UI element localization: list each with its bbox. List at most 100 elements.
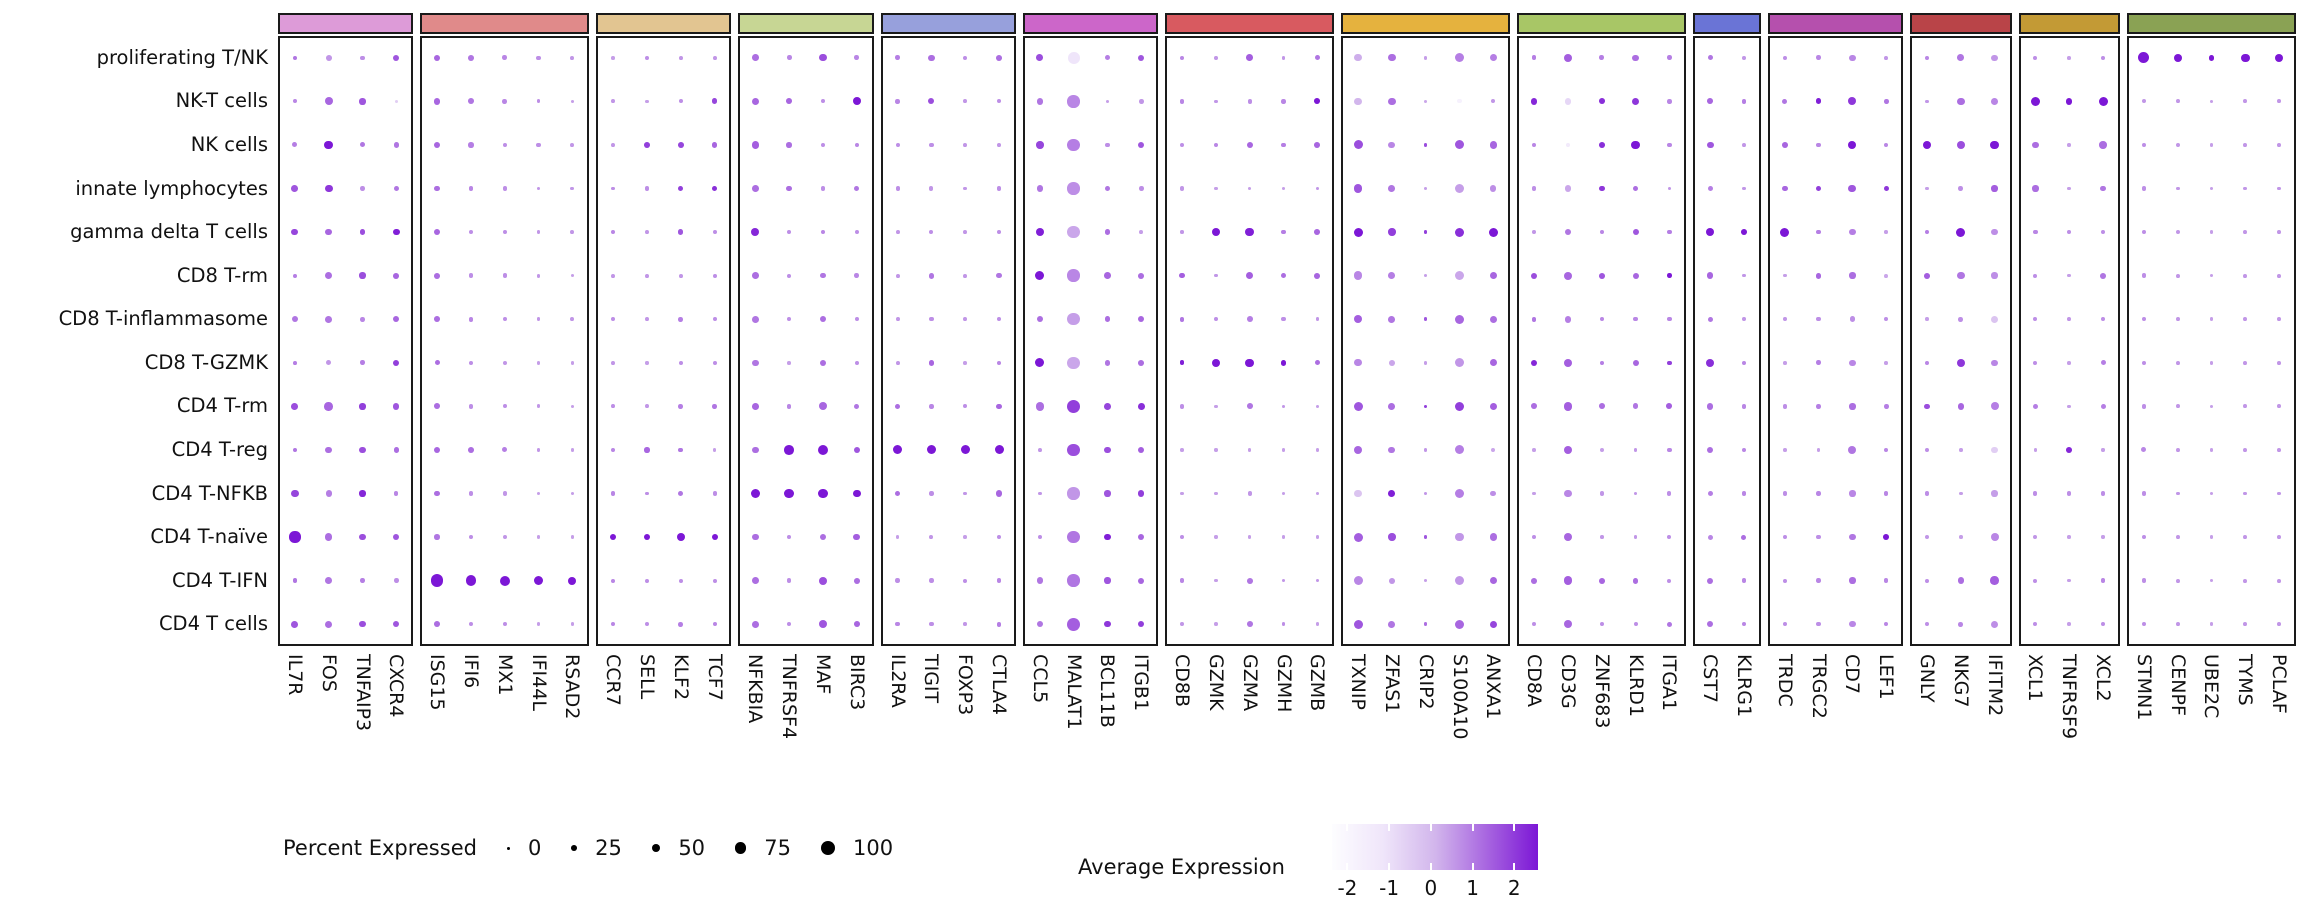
dot (433, 54, 441, 61)
dot (1138, 359, 1145, 366)
dot (324, 140, 333, 150)
panel-header (1693, 13, 1761, 34)
dot (1423, 404, 1428, 409)
dot (1666, 403, 1673, 410)
dot (1563, 358, 1573, 368)
dot (1883, 404, 1889, 409)
dot (1632, 272, 1639, 279)
dot (1957, 97, 1965, 106)
dot (1667, 273, 1672, 278)
dot (1849, 54, 1856, 61)
dot (570, 186, 575, 191)
dot (1632, 577, 1639, 584)
dot (2100, 491, 2106, 496)
dot (1742, 55, 1746, 60)
dot (570, 317, 575, 322)
dot (787, 273, 792, 278)
dot (996, 317, 1002, 322)
dot (2175, 622, 2180, 627)
dot (854, 317, 859, 322)
dot (1782, 578, 1787, 583)
dot (1281, 317, 1286, 322)
dot (1741, 622, 1747, 627)
dot (787, 535, 792, 540)
panel-body (2126, 36, 2296, 646)
percent-legend-title: Percent Expressed (283, 836, 477, 860)
dot (611, 317, 616, 322)
dot (1246, 403, 1253, 410)
dot (819, 533, 827, 541)
dot (1105, 99, 1110, 104)
row-label: CD4 T-reg (171, 437, 268, 461)
dot (752, 359, 759, 366)
dot (1035, 227, 1045, 237)
dot (1816, 360, 1821, 366)
expression-gradient-bar (1332, 824, 1538, 870)
dot (1957, 271, 1965, 280)
dot (1138, 621, 1145, 628)
dot (1707, 316, 1713, 322)
dot (1214, 404, 1218, 409)
dot (1214, 491, 1218, 496)
dot (1455, 619, 1465, 629)
dot (2101, 448, 2105, 452)
dot (926, 445, 936, 455)
dot (536, 404, 541, 409)
dot (1104, 446, 1111, 454)
dot (1849, 359, 1856, 366)
dot (2033, 491, 2038, 496)
dot (1783, 273, 1787, 278)
dot (678, 99, 683, 104)
gene-label: SELL (635, 654, 658, 700)
dot (2175, 404, 2180, 409)
dot (820, 272, 826, 279)
dot (536, 99, 541, 104)
dot (2141, 229, 2146, 235)
dot (2100, 578, 2106, 583)
dot (963, 404, 968, 409)
dot (1455, 532, 1464, 542)
dot (1564, 315, 1572, 323)
dot (1924, 491, 1930, 496)
dot (1884, 447, 1889, 453)
dot (393, 142, 399, 148)
dot (536, 447, 541, 452)
dot (393, 621, 400, 628)
dot (1816, 404, 1821, 409)
dot (2277, 230, 2282, 234)
gene-label: IL2RA (886, 654, 909, 708)
dot (1388, 402, 1396, 410)
dot (1104, 359, 1111, 366)
dot (712, 491, 717, 496)
dot (611, 273, 616, 278)
gene-label: GNLY (1916, 654, 1939, 703)
dot (1563, 271, 1572, 280)
panel-body (596, 36, 732, 646)
dot (1924, 360, 1930, 365)
dot (1180, 448, 1184, 452)
dot (1991, 228, 1998, 236)
dot (1707, 403, 1714, 410)
dot (712, 404, 717, 409)
dot (1036, 185, 1043, 192)
dot (996, 534, 1002, 540)
dot (1849, 403, 1856, 410)
dot (570, 230, 575, 234)
dot (854, 55, 860, 61)
dot (1388, 54, 1396, 62)
dot (292, 360, 297, 365)
dot (1490, 490, 1497, 497)
gene-label: CXCR4 (385, 654, 408, 718)
dot (324, 402, 333, 411)
row-label: CD4 T-rm (176, 394, 268, 418)
dot (1563, 619, 1573, 629)
dot (1455, 576, 1465, 586)
dot (2141, 142, 2146, 148)
dot (1036, 621, 1043, 628)
dot (2277, 99, 2282, 104)
gene-label: GZMA (1238, 654, 1261, 712)
dot (1599, 622, 1604, 627)
dot (1281, 578, 1286, 583)
dot (1849, 621, 1856, 628)
dot (2209, 230, 2214, 234)
